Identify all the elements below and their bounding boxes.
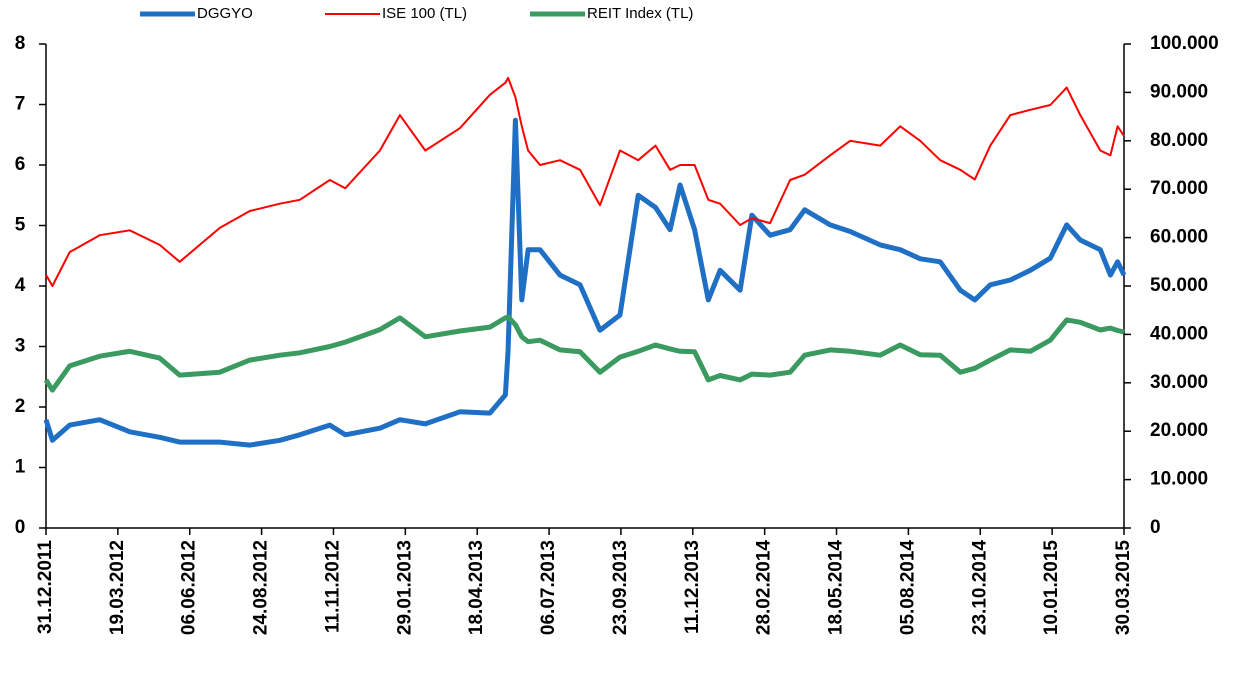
x-tick-label: 11.11.2012 — [322, 540, 343, 633]
series-line — [45, 76, 1125, 287]
y2-tick-label: 10.000 — [1150, 469, 1208, 490]
y-tick-label: 8 — [15, 33, 26, 54]
x-tick-label: 10.01.2015 — [1041, 540, 1062, 636]
y-tick-label: 3 — [15, 336, 26, 357]
y2-tick-label: 0 — [1150, 517, 1161, 538]
x-tick-label: 06.06.2012 — [179, 540, 200, 635]
y-tick-label: 4 — [15, 275, 26, 296]
y-tick-label: 5 — [15, 215, 26, 236]
legend-label: DGGYO — [197, 5, 253, 22]
x-tick-label: 30.03.2015 — [1113, 540, 1134, 636]
y-tick-label: 2 — [15, 396, 26, 417]
y-tick-label: 0 — [15, 517, 26, 538]
y2-tick-label: 50.000 — [1150, 275, 1208, 296]
x-tick-label: 05.08.2014 — [897, 540, 918, 636]
x-tick-label: 23.10.2014 — [969, 540, 990, 636]
x-tick-label: 29.01.2013 — [394, 540, 415, 635]
y2-tick-label: 100.000 — [1150, 33, 1219, 54]
legend-label: REIT Index (TL) — [587, 5, 693, 22]
x-tick-label: 19.03.2012 — [107, 540, 128, 635]
y-tick-label: 1 — [15, 457, 26, 478]
x-tick-label: 11.12.2013 — [682, 540, 703, 634]
y-tick-label: 6 — [15, 154, 26, 175]
y-tick-label: 7 — [15, 94, 26, 115]
x-tick-label: 24.08.2012 — [251, 540, 272, 635]
y2-tick-label: 60.000 — [1150, 227, 1208, 248]
x-tick-label: 18.05.2014 — [826, 540, 847, 636]
y2-tick-label: 30.000 — [1150, 372, 1208, 393]
x-tick-label: 06.07.2013 — [538, 540, 559, 635]
x-tick-label: 18.04.2013 — [466, 540, 487, 635]
x-tick-label: 31.12.2011 — [35, 540, 56, 634]
y2-tick-label: 20.000 — [1150, 420, 1208, 441]
legend-label: ISE 100 (TL) — [382, 5, 467, 22]
y2-tick-label: 90.000 — [1150, 81, 1208, 102]
x-tick-label: 28.02.2014 — [754, 540, 775, 636]
y2-tick-label: 40.000 — [1150, 323, 1208, 344]
series-line — [43, 117, 1127, 448]
series-line — [43, 314, 1125, 393]
x-tick-label: 23.09.2013 — [610, 540, 631, 635]
y2-tick-label: 70.000 — [1150, 178, 1208, 199]
y2-tick-label: 80.000 — [1150, 130, 1208, 151]
